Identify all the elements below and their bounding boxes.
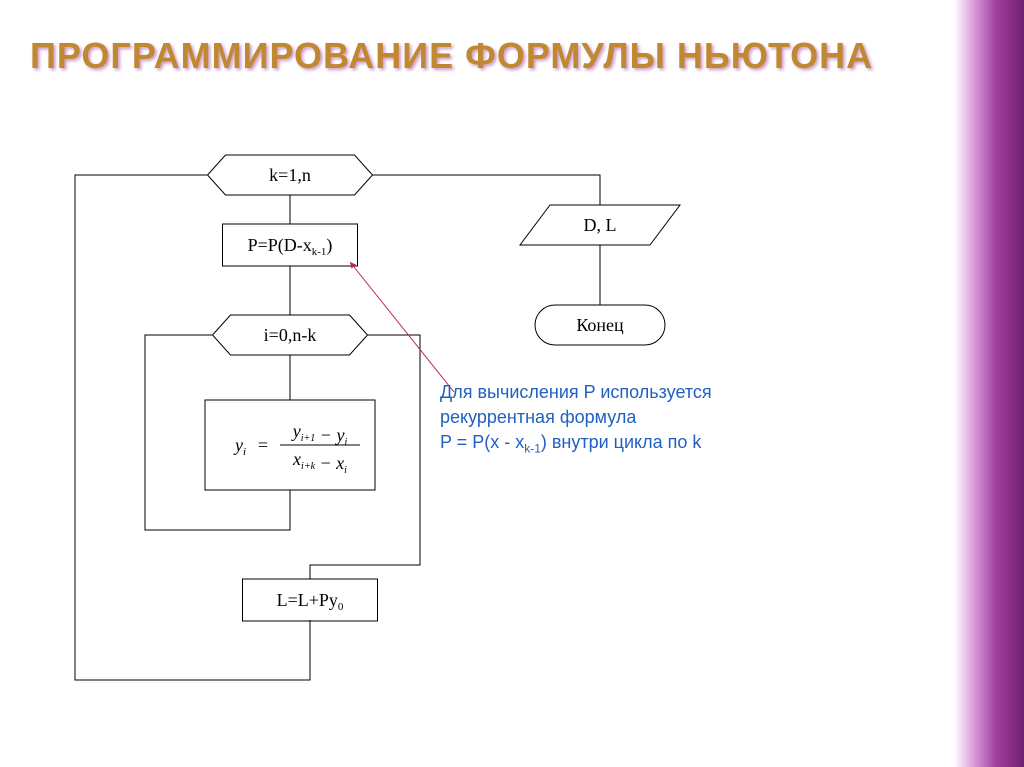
svg-text:L=L+Py0: L=L+Py0	[277, 590, 344, 613]
annotation-line3a: P = P(x - x	[440, 432, 524, 452]
svg-text:k=1,n: k=1,n	[269, 165, 311, 185]
svg-text:Конец: Конец	[576, 315, 624, 335]
annotation-sub: k-1	[524, 442, 541, 456]
svg-text:i=0,n-k: i=0,n-k	[264, 325, 317, 345]
annotation-line2: рекуррентная формула	[440, 407, 636, 427]
annotation-line1: Для вычисления P используется	[440, 382, 712, 402]
annotation-text: Для вычисления P используется рекуррентн…	[440, 380, 712, 458]
annotation-line3b: ) внутри цикла по k	[541, 432, 702, 452]
svg-text:=: =	[258, 435, 268, 455]
svg-text:xi+k − xi: xi+k − xi	[292, 449, 347, 476]
svg-text:D, L: D, L	[584, 215, 617, 235]
